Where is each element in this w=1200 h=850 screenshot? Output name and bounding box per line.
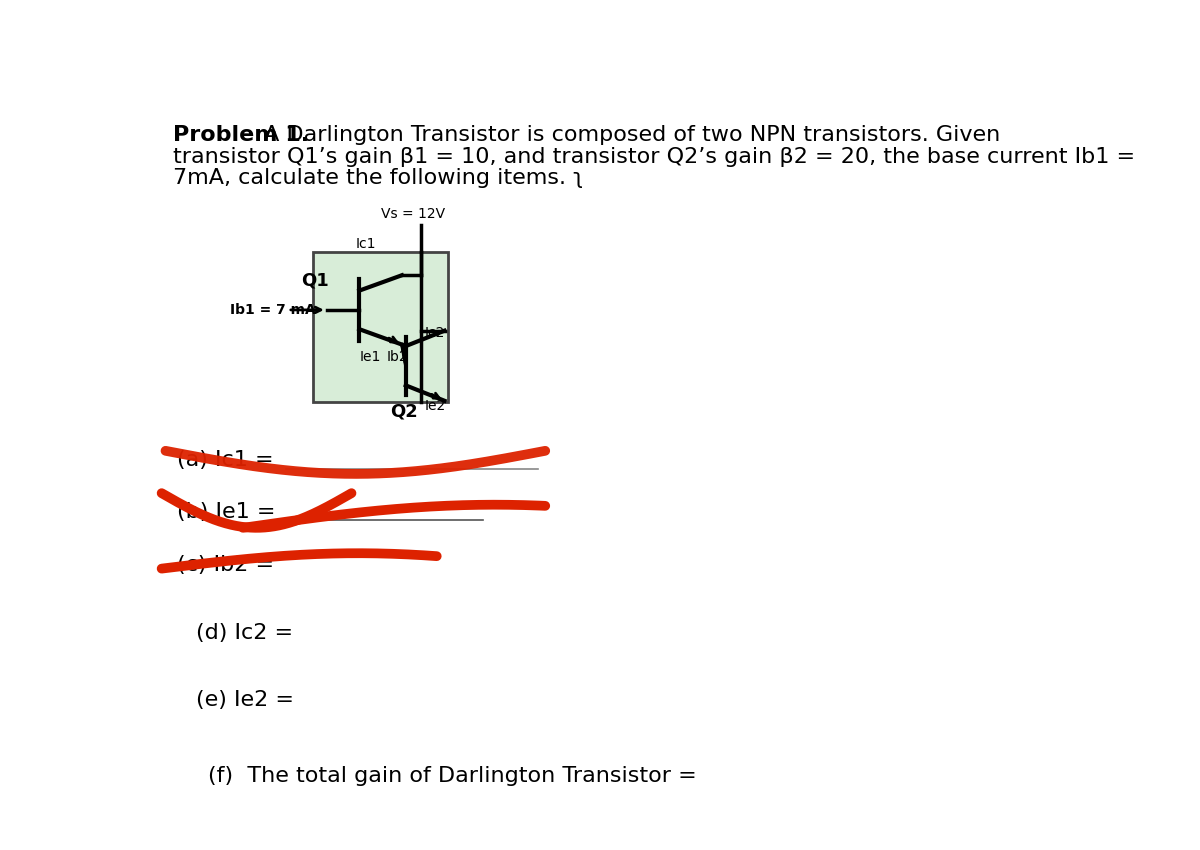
Text: (f)  The total gain of Darlington Transistor =: (f) The total gain of Darlington Transis…	[208, 766, 697, 785]
Text: Problem 1.: Problem 1.	[173, 125, 310, 145]
Text: Ie2: Ie2	[425, 400, 446, 413]
Text: (d) Ic2 =: (d) Ic2 =	[197, 622, 294, 643]
Bar	[313, 252, 449, 402]
Text: Q2: Q2	[390, 402, 418, 420]
Text: Ib1 = 7 mA: Ib1 = 7 mA	[230, 303, 316, 317]
Text: (c) Ib2 =: (c) Ib2 =	[178, 555, 275, 575]
Text: transistor Q1’s gain β1 = 10, and transistor Q2’s gain β2 = 20, the base current: transistor Q1’s gain β1 = 10, and transi…	[173, 147, 1135, 167]
Text: (e) Ie2 =: (e) Ie2 =	[197, 690, 294, 711]
Text: 7mA, calculate the following items. ʅ: 7mA, calculate the following items. ʅ	[173, 168, 583, 188]
Text: Q1: Q1	[301, 271, 329, 289]
Text: (a) Ic1 =: (a) Ic1 =	[178, 450, 274, 470]
Text: Ie1: Ie1	[359, 350, 380, 364]
Text: A Darlington Transistor is composed of two NPN transistors. Given: A Darlington Transistor is composed of t…	[257, 125, 1001, 145]
Text: Ic1: Ic1	[355, 236, 376, 251]
Text: Ic2: Ic2	[425, 326, 445, 340]
Text: Vs = 12V: Vs = 12V	[382, 207, 445, 221]
Text: (b) Ie1 =: (b) Ie1 =	[178, 502, 276, 523]
Text: Ib2: Ib2	[386, 350, 408, 364]
